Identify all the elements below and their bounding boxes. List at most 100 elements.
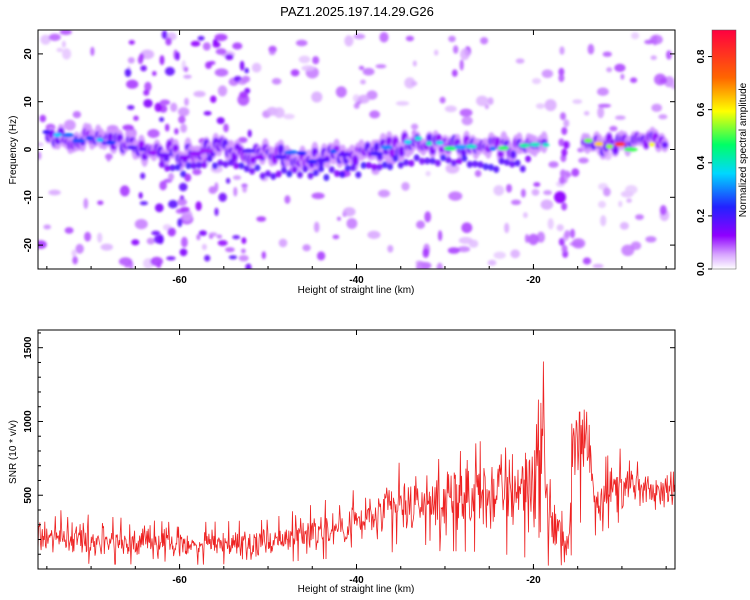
spectrogram-speckle — [143, 89, 150, 96]
spectrogram-speckle — [232, 175, 242, 180]
spectrogram-speckle — [72, 256, 78, 265]
spectrogram-speckle — [515, 58, 525, 64]
spectrogram-core — [178, 155, 191, 160]
spectrogram-axes: -60 -40 -20 -20 -10 0 10 20 — [23, 30, 675, 286]
spectrogram-band — [482, 163, 489, 171]
spectrogram-speckle — [131, 239, 140, 246]
spectrogram-speckle — [75, 243, 84, 254]
spectrogram-speckle — [106, 153, 111, 162]
spectrogram-x-axis-label: Height of straight line (km) — [298, 285, 415, 296]
spectrogram-speckle — [138, 192, 143, 199]
spectrogram-speckle — [205, 61, 212, 69]
spectrogram-speckle — [375, 64, 387, 69]
spectrogram-band — [434, 159, 441, 167]
spectrogram-speckle — [532, 78, 541, 85]
spectrogram-speckle — [290, 69, 300, 77]
snr-x-axis-label: Height of straight line (km) — [298, 584, 415, 595]
spectrogram-band — [243, 165, 250, 173]
spectrogram-speckle — [559, 46, 565, 55]
spectrogram-band — [180, 170, 187, 178]
spectrogram-band — [429, 157, 436, 165]
spectrogram-speckle — [434, 49, 439, 56]
spectrogram-speckle — [487, 97, 494, 105]
spectrogram-speckle — [203, 111, 212, 116]
colorbar-frame — [711, 29, 737, 270]
spectrogram-band — [365, 161, 372, 169]
spectrogram-speckle — [97, 232, 103, 243]
spectrogram-speckle — [645, 236, 657, 243]
snr-y-tick-label: 1000 — [23, 410, 34, 433]
snr-x-tick-label: -40 — [349, 575, 364, 586]
spectrogram-speckle — [174, 128, 179, 135]
spectrogram-speckle — [558, 74, 565, 83]
spectrogram-speckle — [154, 203, 164, 213]
spectrogram-core — [241, 148, 256, 154]
spectrogram-core — [380, 145, 393, 150]
spectrogram-speckle — [233, 75, 242, 82]
spectrogram-speckle — [366, 90, 378, 100]
spectrogram-band — [222, 160, 229, 168]
spectrogram-core — [53, 132, 62, 138]
spectrogram-core — [329, 149, 338, 154]
spectrogram-speckle — [168, 172, 175, 181]
spectrogram-speckle — [39, 114, 47, 123]
spectrogram-speckle — [369, 110, 380, 119]
spectrogram-speckle — [410, 81, 418, 86]
spectrogram-speckle — [214, 207, 219, 216]
spectrogram-y-tick-label: -10 — [23, 190, 34, 205]
spectrogram-speckle — [540, 199, 554, 210]
spectrogram-speckle — [182, 209, 193, 222]
spectrogram-speckle — [223, 123, 229, 133]
spectrogram-speckle — [217, 85, 228, 97]
spectrogram-core — [435, 140, 444, 145]
spectrogram-speckle — [119, 185, 130, 197]
spectrogram-speckle — [210, 95, 217, 103]
spectrogram-core — [273, 154, 288, 160]
spectrogram-band — [164, 164, 171, 172]
spectrogram-speckle — [274, 107, 285, 119]
spectrogram-speckle — [615, 115, 626, 120]
spectrogram-speckle — [630, 77, 638, 83]
spectrogram-band — [249, 156, 257, 164]
spectrogram-core — [465, 144, 478, 149]
spectrogram-speckle — [459, 59, 464, 71]
spectrogram-speckle — [177, 218, 183, 228]
spectrogram-speckle — [598, 103, 611, 108]
spectrogram-band — [493, 165, 500, 173]
spectrogram-speckle — [670, 83, 675, 90]
spectrogram-speckle — [412, 60, 417, 67]
spectrogram-band — [398, 146, 405, 157]
spectrogram-band — [392, 155, 399, 162]
spectrogram-band — [472, 160, 479, 168]
spectrogram-band — [158, 160, 165, 168]
spectrogram-speckle — [133, 115, 139, 121]
spectrogram-speckle — [241, 248, 246, 254]
spectrogram-core — [542, 142, 550, 148]
spectrogram-band — [172, 144, 179, 153]
spectrogram-core — [594, 141, 604, 147]
spectrogram-band — [440, 154, 447, 162]
spectrogram-speckle — [625, 185, 638, 195]
spectrogram-speckle — [447, 247, 460, 254]
spectrogram-band — [498, 157, 505, 165]
spectrogram-speckle — [411, 123, 419, 130]
spectrogram-y-axis-label: Frequency (Hz) — [8, 116, 19, 185]
spectrogram-speckle — [140, 172, 146, 180]
spectrogram-speckle — [192, 168, 202, 176]
spectrogram-speckle — [571, 168, 580, 177]
spectrogram-speckle — [178, 107, 190, 117]
spectrogram-field — [38, 30, 675, 269]
spectrogram-speckle — [126, 79, 139, 89]
spectrogram-speckle — [563, 119, 570, 128]
spectrogram-core — [369, 151, 383, 156]
spectrogram-speckle — [241, 75, 251, 83]
spectrogram-speckle — [448, 35, 456, 43]
spectrogram-speckle — [504, 222, 510, 234]
spectrogram-speckle — [459, 108, 473, 117]
spectrogram-speckle — [313, 221, 320, 233]
spectrogram-speckle — [453, 45, 459, 54]
spectrogram-speckle — [437, 230, 443, 242]
chart-title: PAZ1.2025.197.14.29.G26 — [280, 4, 434, 19]
spectrogram-core — [284, 150, 298, 155]
spectrogram-speckle — [181, 236, 188, 248]
